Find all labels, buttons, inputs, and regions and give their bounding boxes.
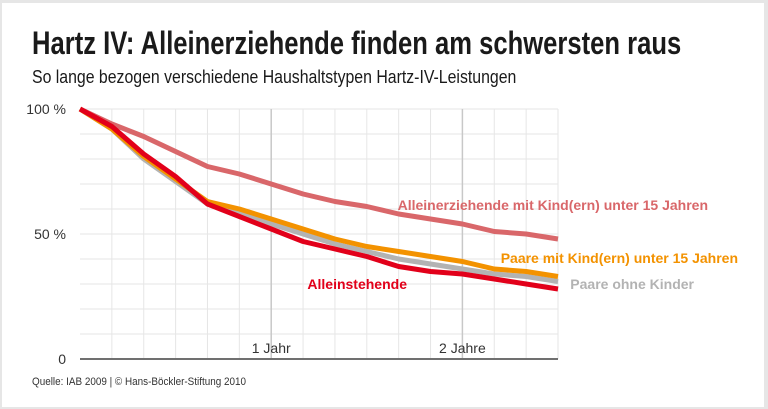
chart-subtitle: So lange bezogen verschiedene Haushaltst… — [32, 67, 517, 87]
y-tick-label: 100 % — [26, 101, 66, 117]
chart-card: Hartz IV: Alleinerziehende finden am sch… — [2, 3, 764, 407]
series-label: Alleinstehende — [307, 276, 407, 292]
x-tick-label: 2 Jahre — [439, 340, 486, 356]
series-label: Paare mit Kind(ern) unter 15 Jahren — [501, 250, 738, 266]
series-label: Paare ohne Kinder — [570, 276, 694, 292]
y-tick-label: 0 — [58, 351, 66, 367]
series-line-0 — [78, 106, 559, 242]
series-label: Alleinerziehende mit Kind(ern) unter 15 … — [398, 197, 708, 213]
chart-title: Hartz IV: Alleinerziehende finden am sch… — [32, 25, 682, 61]
series-line-3 — [78, 106, 559, 292]
source-note: Quelle: IAB 2009 | © Hans-Böckler-Stiftu… — [32, 376, 247, 388]
y-tick-label: 50 % — [34, 226, 66, 242]
x-tick-label: 1 Jahr — [252, 340, 291, 356]
